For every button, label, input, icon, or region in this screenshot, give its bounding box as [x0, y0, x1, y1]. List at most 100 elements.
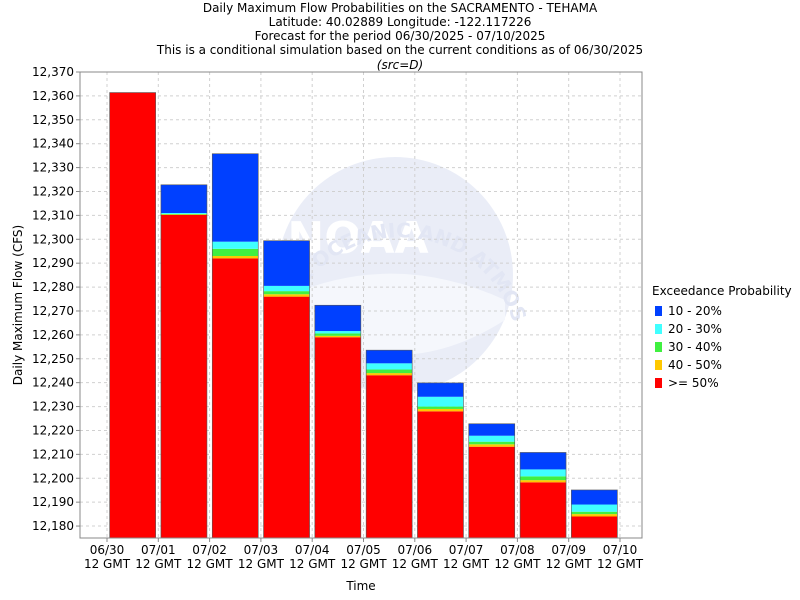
y-axis: 12,180 12,190 12,200 12,210 12,220 12,230 12,2… — [32, 65, 80, 533]
y-tick-label: 12,270 — [32, 304, 74, 318]
bar-segment — [160, 184, 207, 213]
x-tick-label-date: 07/01 — [141, 543, 176, 557]
bar-segment — [314, 331, 361, 334]
bar-segment — [417, 396, 464, 407]
legend: Exceedance Probability 10 - 20% 20 - 30% 3… — [652, 284, 792, 392]
legend-item: >= 50% — [652, 374, 792, 392]
bar-segment — [417, 406, 464, 409]
y-tick-label: 12,320 — [32, 184, 74, 198]
bar-segment — [212, 258, 259, 538]
y-tick-label: 12,190 — [32, 495, 74, 509]
bar-segment — [571, 516, 618, 538]
bar-segment — [263, 296, 310, 538]
bar-segment — [468, 423, 515, 436]
plot-area-border — [79, 71, 643, 539]
bar-segment — [366, 369, 413, 374]
x-axis-label: Time — [345, 579, 375, 593]
x-tick-label-time: 12 GMT — [494, 557, 541, 571]
x-tick-label-date: 07/09 — [551, 543, 586, 557]
chart-subtitle-condition: This is a conditional simulation based o… — [156, 43, 644, 57]
watermark-logo-text: NOAA — [287, 213, 428, 264]
y-tick-label: 12,210 — [32, 447, 74, 461]
y-tick-label: 12,300 — [32, 232, 74, 246]
x-tick-label-date: 07/05 — [346, 543, 381, 557]
x-tick-label-date: 06/30 — [90, 543, 125, 557]
y-axis-label: Daily Maximum Flow (CFS) — [11, 225, 25, 385]
bar-segment — [263, 285, 310, 292]
bar-segment — [468, 441, 515, 445]
legend-swatch — [655, 306, 662, 316]
bar-segment — [366, 375, 413, 538]
legend-label: >= 50% — [668, 376, 719, 390]
y-tick-label: 12,260 — [32, 328, 74, 342]
legend-label: 20 - 30% — [668, 322, 722, 336]
bar-segment — [571, 514, 618, 517]
bar-segment — [314, 337, 361, 538]
bar-segment — [520, 476, 567, 481]
legend-item: 30 - 40% — [652, 338, 792, 356]
bar-segment — [571, 511, 618, 515]
chart-subtitle-location: Latitude: 40.02889 Longitude: -122.11722… — [268, 15, 532, 29]
y-tick-label: 12,200 — [32, 471, 74, 485]
y-tick-label: 12,350 — [32, 113, 74, 127]
x-tick-label-date: 07/03 — [244, 543, 279, 557]
bar-segment — [366, 373, 413, 376]
bar-segment — [314, 305, 361, 332]
y-tick-label: 12,180 — [32, 519, 74, 533]
bar-segment — [212, 248, 259, 257]
legend-item: 10 - 20% — [652, 302, 792, 320]
bar-segment — [417, 382, 464, 397]
bar-segment — [314, 335, 361, 338]
bar-segment — [366, 363, 413, 370]
legend-label: 10 - 20% — [668, 304, 722, 318]
bar-segment — [160, 212, 207, 214]
x-tick-label-time: 12 GMT — [443, 557, 490, 571]
legend-item: 20 - 30% — [652, 320, 792, 338]
x-tick-label-time: 12 GMT — [135, 557, 182, 571]
bar-segment — [417, 408, 464, 412]
bar-segment — [263, 240, 310, 286]
bar-segment — [520, 480, 567, 483]
bar-segment — [520, 452, 567, 470]
bar-segment — [520, 482, 567, 538]
bar-segment — [160, 214, 207, 538]
x-tick-label-time: 12 GMT — [546, 557, 593, 571]
x-tick-label-time: 12 GMT — [392, 557, 439, 571]
bar-segment — [571, 489, 618, 505]
bar-segment — [263, 291, 310, 295]
y-tick-label: 12,360 — [32, 89, 74, 103]
legend-swatch — [655, 342, 662, 352]
y-tick-label: 12,240 — [32, 376, 74, 390]
x-tick-label-date: 07/02 — [192, 543, 227, 557]
bar-segment — [263, 294, 310, 297]
x-tick-label-date: 07/04 — [295, 543, 330, 557]
bar-segment — [109, 92, 156, 539]
x-tick-label-time: 12 GMT — [597, 557, 644, 571]
bar-segment — [520, 469, 567, 477]
y-tick-label: 12,220 — [32, 423, 74, 437]
x-tick-label-date: 07/08 — [500, 543, 535, 557]
legend-label: 40 - 50% — [668, 358, 722, 372]
x-tick-label-time: 12 GMT — [84, 557, 131, 571]
legend-swatch — [655, 360, 662, 370]
y-tick-label: 12,330 — [32, 161, 74, 175]
y-tick-label: 12,230 — [32, 400, 74, 414]
x-tick-label-time: 12 GMT — [187, 557, 234, 571]
bar-group — [109, 92, 618, 539]
bar-segment — [468, 435, 515, 442]
bar-segment — [417, 411, 464, 538]
x-tick-label-time: 12 GMT — [238, 557, 285, 571]
bar-segment — [212, 241, 259, 249]
bar-segment — [366, 350, 413, 364]
x-tick-label-time: 12 GMT — [289, 557, 336, 571]
chart-subtitle-period: Forecast for the period 06/30/2025 - 07/… — [254, 29, 546, 43]
bar-segment — [468, 444, 515, 447]
x-tick-label-date: 07/06 — [398, 543, 433, 557]
x-tick-label-time: 12 GMT — [340, 557, 387, 571]
y-tick-label: 12,340 — [32, 137, 74, 151]
x-tick-label-date: 07/07 — [449, 543, 484, 557]
bar-segment — [314, 333, 361, 336]
